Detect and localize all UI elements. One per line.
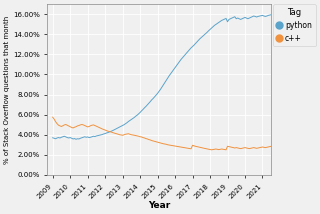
python	[74, 138, 78, 141]
python	[191, 45, 195, 48]
python	[122, 123, 126, 126]
python	[292, 11, 296, 14]
python	[51, 137, 55, 139]
Line: python: python	[53, 13, 296, 139]
c++	[51, 116, 55, 119]
python	[195, 40, 199, 43]
c++	[134, 134, 138, 137]
Legend: python, c++: python, c++	[273, 4, 316, 46]
Y-axis label: % of Stack Overflow questions that month: % of Stack Overflow questions that month	[4, 15, 10, 164]
c++	[121, 134, 124, 137]
c++	[189, 147, 193, 150]
python	[246, 18, 250, 20]
python	[96, 134, 100, 137]
python	[135, 114, 139, 116]
c++	[194, 145, 197, 148]
c++	[94, 125, 98, 128]
python	[294, 12, 298, 14]
c++	[246, 147, 250, 150]
X-axis label: Year: Year	[148, 201, 171, 210]
Line: c++: c++	[53, 117, 296, 150]
c++	[294, 145, 298, 148]
c++	[210, 149, 213, 151]
